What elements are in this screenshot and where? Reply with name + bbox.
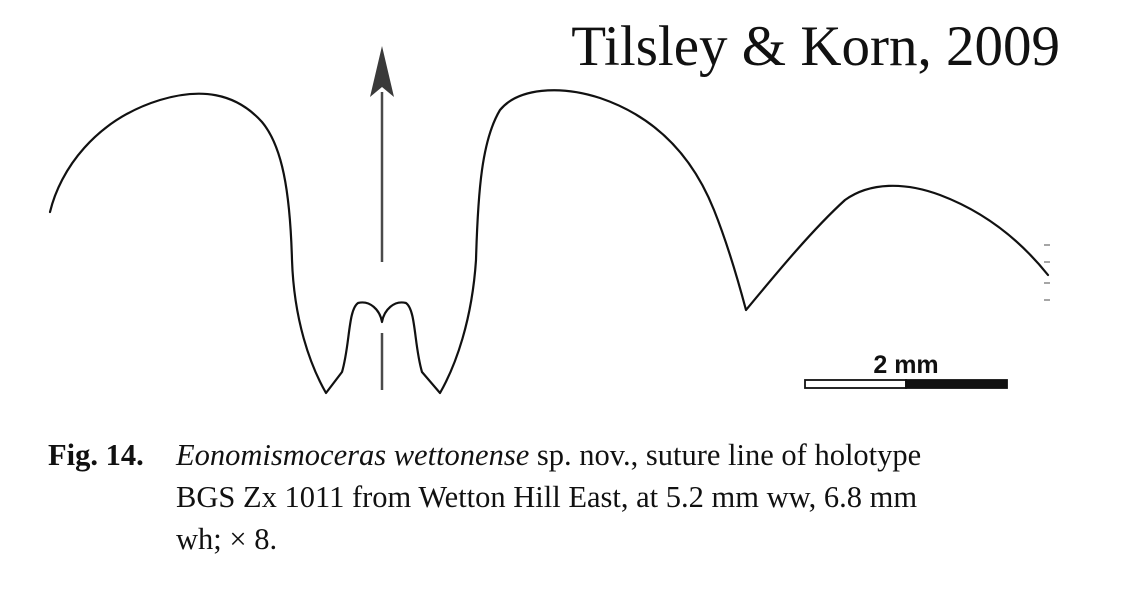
caption-line1-rest: sp. nov., suture line of holotype — [529, 438, 922, 472]
caption-species: Eonomismoceras wettonense — [176, 438, 530, 472]
edge-ticks — [1044, 244, 1050, 301]
caption-label: Fig. 14. — [48, 438, 144, 472]
median-arrow — [370, 46, 394, 262]
attribution-text: Tilsley & Korn, 2009 — [571, 15, 1060, 78]
suture-line — [48, 89, 1050, 395]
caption-line2: BGS Zx 1011 from Wetton Hill East, at 5.… — [176, 480, 918, 514]
scale-bar-label: 2 mm — [873, 351, 938, 379]
caption-line3: wh; × 8. — [176, 522, 278, 556]
figure-caption: Fig. 14. Eonomismoceras wettonense sp. no… — [48, 434, 1088, 560]
scale-bar: 2 mm — [804, 351, 1008, 389]
